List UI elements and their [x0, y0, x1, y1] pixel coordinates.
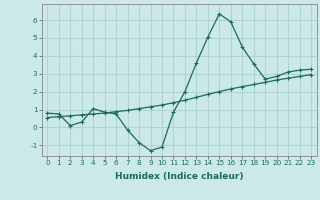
X-axis label: Humidex (Indice chaleur): Humidex (Indice chaleur) — [115, 172, 244, 181]
